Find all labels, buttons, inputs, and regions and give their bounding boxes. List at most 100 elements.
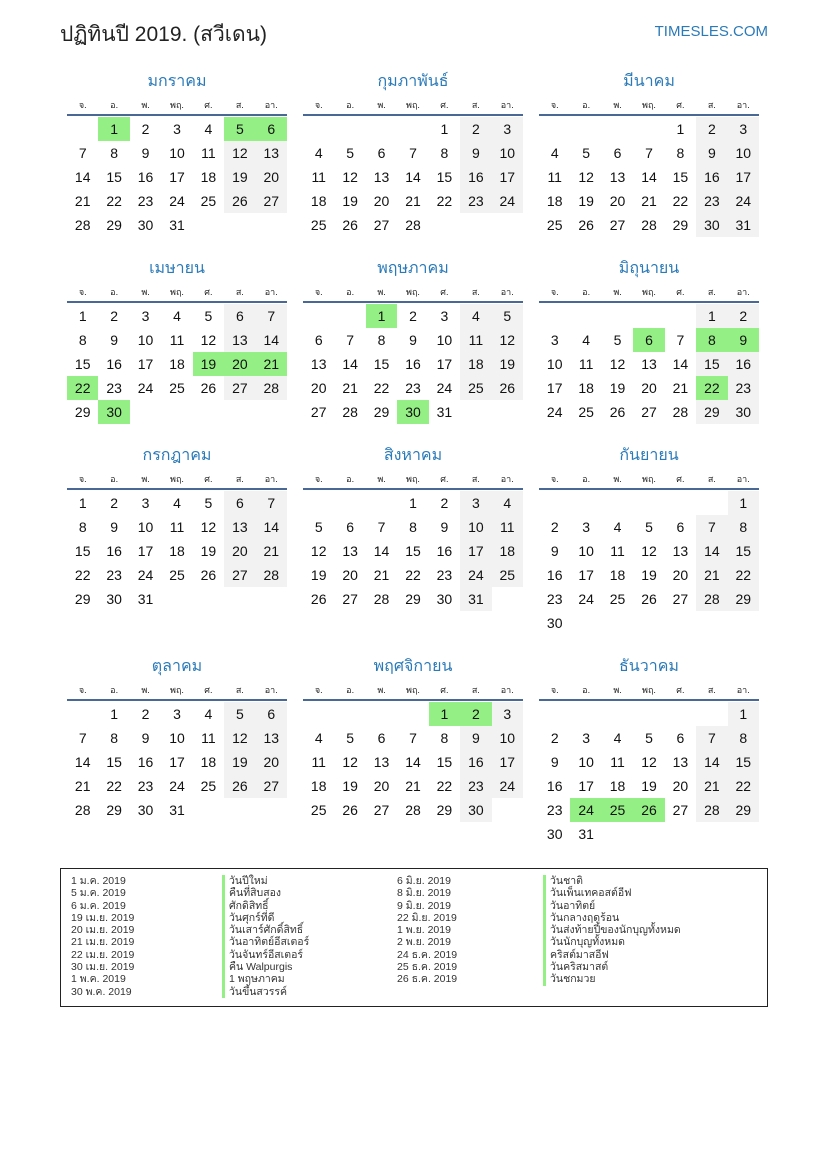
day-cell[interactable]: 29 xyxy=(672,217,689,233)
day-cell[interactable]: 5 xyxy=(204,308,213,324)
day-cell[interactable]: 27 xyxy=(255,774,287,798)
day-cell[interactable]: 31 xyxy=(727,213,759,237)
day-cell[interactable]: 11 xyxy=(201,145,216,161)
day-cell[interactable]: 22 xyxy=(696,376,728,400)
day-cell[interactable]: 31 xyxy=(137,591,154,607)
day-cell[interactable]: 6 xyxy=(377,730,386,746)
day-cell[interactable]: 18 xyxy=(169,356,185,372)
day-cell[interactable]: 28 xyxy=(696,798,728,822)
day-cell[interactable]: 14 xyxy=(405,754,421,770)
day-cell[interactable]: 5 xyxy=(346,145,355,161)
day-cell[interactable]: 25 xyxy=(200,193,217,209)
day-cell[interactable]: 16 xyxy=(137,169,154,185)
day-cell[interactable]: 5 xyxy=(224,117,256,141)
day-cell[interactable]: 3 xyxy=(173,706,181,722)
day-cell[interactable]: 27 xyxy=(224,376,256,400)
day-cell[interactable]: 16 xyxy=(106,356,122,372)
day-cell[interactable]: 7 xyxy=(255,491,287,515)
day-cell[interactable]: 9 xyxy=(727,328,759,352)
day-cell[interactable]: 14 xyxy=(696,539,728,563)
day-cell[interactable]: 29 xyxy=(74,591,91,607)
day-cell[interactable]: 1 xyxy=(365,304,398,328)
day-cell[interactable]: 15 xyxy=(436,169,453,185)
day-cell[interactable]: 10 xyxy=(546,356,563,372)
day-cell[interactable]: 22 xyxy=(67,376,99,400)
day-cell[interactable]: 26 xyxy=(200,567,217,583)
day-cell[interactable]: 28 xyxy=(74,217,91,233)
day-cell[interactable]: 27 xyxy=(641,404,657,420)
day-cell[interactable]: 23 xyxy=(137,778,154,794)
day-cell[interactable]: 29 xyxy=(74,404,91,420)
day-cell[interactable]: 18 xyxy=(578,380,594,396)
day-cell[interactable]: 4 xyxy=(613,730,622,746)
day-cell[interactable]: 14 xyxy=(74,754,91,770)
day-cell[interactable]: 26 xyxy=(342,217,358,233)
day-cell[interactable]: 2 xyxy=(141,706,150,722)
day-cell[interactable]: 19 xyxy=(578,193,594,209)
day-cell[interactable]: 24 xyxy=(570,798,602,822)
day-cell[interactable]: 27 xyxy=(672,591,689,607)
day-cell[interactable]: 28 xyxy=(405,217,421,233)
day-cell[interactable]: 12 xyxy=(641,543,657,559)
day-cell[interactable]: 3 xyxy=(491,117,523,141)
day-cell[interactable]: 28 xyxy=(255,563,287,587)
day-cell[interactable]: 15 xyxy=(405,543,421,559)
day-cell[interactable]: 13 xyxy=(310,356,327,372)
day-cell[interactable]: 4 xyxy=(204,121,213,137)
day-cell[interactable]: 22 xyxy=(106,778,122,794)
day-cell[interactable]: 26 xyxy=(224,189,256,213)
day-cell[interactable]: 19 xyxy=(224,750,256,774)
day-cell[interactable]: 19 xyxy=(641,778,657,794)
day-cell[interactable]: 18 xyxy=(200,169,217,185)
day-cell[interactable]: 4 xyxy=(460,304,492,328)
day-cell[interactable]: 11 xyxy=(491,515,523,539)
day-cell[interactable]: 28 xyxy=(255,376,287,400)
day-cell[interactable]: 23 xyxy=(460,189,492,213)
day-cell[interactable]: 1 xyxy=(78,495,87,511)
day-cell[interactable]: 2 xyxy=(141,121,150,137)
day-cell[interactable]: 15 xyxy=(373,356,390,372)
day-cell[interactable]: 18 xyxy=(609,567,626,583)
day-cell[interactable]: 2 xyxy=(409,308,417,324)
day-cell[interactable]: 18 xyxy=(200,754,217,770)
day-cell[interactable]: 17 xyxy=(137,356,154,372)
day-cell[interactable]: 12 xyxy=(342,754,358,770)
day-cell[interactable]: 30 xyxy=(546,826,563,842)
day-cell[interactable]: 21 xyxy=(405,193,421,209)
day-cell[interactable]: 13 xyxy=(672,543,689,559)
day-cell[interactable]: 16 xyxy=(436,543,453,559)
day-cell[interactable]: 30 xyxy=(397,400,429,424)
day-cell[interactable]: 22 xyxy=(373,380,390,396)
day-cell[interactable]: 13 xyxy=(373,754,390,770)
day-cell[interactable]: 14 xyxy=(342,356,358,372)
day-cell[interactable]: 30 xyxy=(106,591,122,607)
day-cell[interactable]: 29 xyxy=(373,404,390,420)
day-cell[interactable]: 24 xyxy=(727,189,759,213)
day-cell[interactable]: 16 xyxy=(137,754,154,770)
day-cell[interactable]: 6 xyxy=(224,304,256,328)
day-cell[interactable]: 20 xyxy=(224,352,256,376)
day-cell[interactable]: 8 xyxy=(727,515,759,539)
day-cell[interactable]: 4 xyxy=(550,145,559,161)
day-cell[interactable]: 13 xyxy=(373,169,390,185)
day-cell[interactable]: 21 xyxy=(672,380,689,396)
day-cell[interactable]: 8 xyxy=(377,332,386,348)
day-cell[interactable]: 30 xyxy=(98,400,130,424)
day-cell[interactable]: 13 xyxy=(672,754,689,770)
day-cell[interactable]: 10 xyxy=(578,754,594,770)
day-cell[interactable]: 29 xyxy=(727,798,759,822)
day-cell[interactable]: 28 xyxy=(641,217,657,233)
day-cell[interactable]: 3 xyxy=(582,519,591,535)
day-cell[interactable]: 6 xyxy=(224,491,256,515)
day-cell[interactable]: 28 xyxy=(74,802,91,818)
day-cell[interactable]: 23 xyxy=(106,567,122,583)
day-cell[interactable]: 7 xyxy=(377,519,386,535)
day-cell[interactable]: 15 xyxy=(436,754,453,770)
day-cell[interactable]: 9 xyxy=(440,519,449,535)
day-cell[interactable]: 20 xyxy=(310,380,327,396)
day-cell[interactable]: 27 xyxy=(609,217,626,233)
day-cell[interactable]: 9 xyxy=(550,543,559,559)
day-cell[interactable]: 29 xyxy=(727,587,759,611)
day-cell[interactable]: 21 xyxy=(373,567,390,583)
day-cell[interactable]: 26 xyxy=(641,591,657,607)
